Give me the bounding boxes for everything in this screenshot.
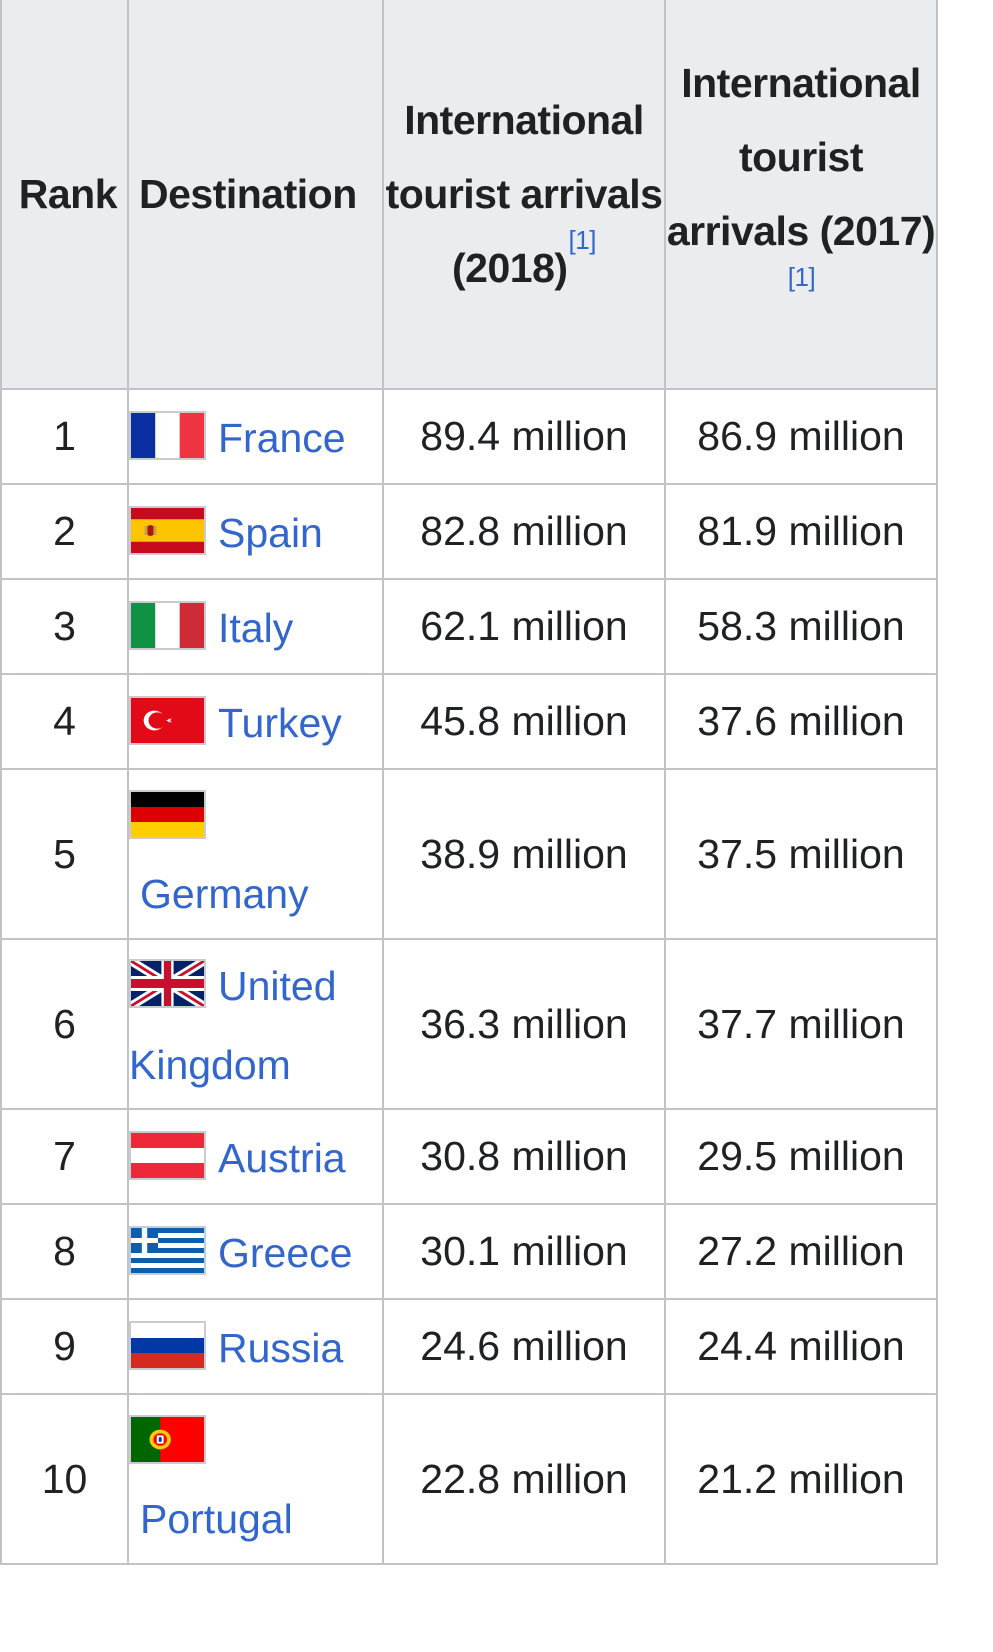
arrivals-2017-cell: 81.9 million — [664, 483, 938, 580]
country-link-austria[interactable]: Austria — [218, 1135, 346, 1182]
arrivals-2018-cell: 30.8 million — [382, 1108, 666, 1205]
destination-cell: Portugal — [127, 1393, 384, 1565]
arrivals-2018-header-label: International tourist arrivals (2018) — [385, 97, 663, 291]
arrivals-2017-cell: 86.9 million — [664, 388, 938, 485]
country-link-spain[interactable]: Spain — [218, 510, 323, 557]
arrivals-2017-cell: 58.3 million — [664, 578, 938, 675]
arrivals-2017-cell: 37.7 million — [664, 938, 938, 1110]
table-row: 9 Russia 24.6 million 24.4 million — [0, 1298, 938, 1395]
table-row: 8 Greece — [0, 1203, 938, 1300]
destination-cell: Italy — [127, 578, 384, 675]
arrivals-2017-cell: 37.5 million — [664, 768, 938, 940]
turkey-flag-icon — [129, 695, 206, 745]
country-link-united-kingdom[interactable]: United Kingdom — [129, 963, 337, 1089]
country-link-turkey[interactable]: Turkey — [218, 700, 342, 747]
country-link-greece[interactable]: Greece — [218, 1230, 353, 1277]
arrivals-2018-cell: 82.8 million — [382, 483, 666, 580]
destination-cell: Austria — [127, 1108, 384, 1205]
destination-header-label: Destination — [139, 171, 357, 217]
table-row: 1 France 89.4 million 86.9 million — [0, 388, 938, 485]
austria-flag-icon — [129, 1130, 206, 1180]
arrivals-2017-cell: 24.4 million — [664, 1298, 938, 1395]
arrivals-2017-cell: 27.2 million — [664, 1203, 938, 1300]
uk-flag-icon — [129, 958, 206, 1008]
destination-cell: Turkey — [127, 673, 384, 770]
reference-link-2018[interactable]: [1] — [568, 225, 597, 255]
tourist-arrivals-table: Rank Destination International tourist a… — [0, 0, 938, 1565]
rank-cell: 4 — [0, 673, 129, 770]
rank-cell: 6 — [0, 938, 129, 1110]
arrivals-2017-cell: 37.6 million — [664, 673, 938, 770]
table-row: 6 United Kingdom 36.3 million 37.7 milli… — [0, 938, 938, 1110]
rank-cell: 10 — [0, 1393, 129, 1565]
arrivals-2018-cell: 45.8 million — [382, 673, 666, 770]
destination-cell: United Kingdom — [127, 938, 384, 1110]
portugal-flag-icon — [129, 1415, 206, 1465]
arrivals-2018-cell: 62.1 million — [382, 578, 666, 675]
country-link-russia[interactable]: Russia — [218, 1325, 344, 1372]
destination-cell: Germany — [127, 768, 384, 940]
table-row: 10 Portugal 22.8 million 21.2 — [0, 1393, 938, 1565]
destination-cell: Greece — [127, 1203, 384, 1300]
france-flag-icon — [129, 410, 206, 460]
table-row: 5 Germany 38.9 million 37.5 million — [0, 768, 938, 940]
rank-cell: 5 — [0, 768, 129, 940]
rank-cell: 7 — [0, 1108, 129, 1205]
arrivals-2017-cell: 21.2 million — [664, 1393, 938, 1565]
rank-cell: 8 — [0, 1203, 129, 1300]
arrivals-2018-cell: 22.8 million — [382, 1393, 666, 1565]
arrivals-2017-header-label: International tourist arrivals (2017) — [666, 60, 936, 254]
germany-flag-icon — [129, 790, 206, 840]
rank-cell: 1 — [0, 388, 129, 485]
arrivals-2018-cell: 89.4 million — [382, 388, 666, 485]
reference-link-2017[interactable]: [1] — [787, 262, 816, 292]
country-link-portugal[interactable]: Portugal — [140, 1495, 293, 1542]
rank-header[interactable]: Rank — [0, 0, 129, 390]
table-row: 2 Spain 82.8 million 81.9 million — [0, 483, 938, 580]
destination-cell: France — [127, 388, 384, 485]
russia-flag-icon — [129, 1320, 206, 1370]
destination-header[interactable]: Destination — [127, 0, 384, 390]
rank-cell: 2 — [0, 483, 129, 580]
italy-flag-icon — [129, 600, 206, 650]
country-link-germany[interactable]: Germany — [140, 870, 309, 917]
arrivals-2018-cell: 30.1 million — [382, 1203, 666, 1300]
table-row: 7 Austria 30.8 million 29.5 million — [0, 1108, 938, 1205]
country-link-italy[interactable]: Italy — [218, 605, 294, 652]
arrivals-2018-cell: 36.3 million — [382, 938, 666, 1110]
destination-cell: Russia — [127, 1298, 384, 1395]
arrivals-2017-header[interactable]: International tourist arrivals (2017) [1] — [664, 0, 938, 390]
table-row: 4 Turkey 45.8 million 37.6 million — [0, 673, 938, 770]
arrivals-2017-cell: 29.5 million — [664, 1108, 938, 1205]
arrivals-2018-cell: 24.6 million — [382, 1298, 666, 1395]
arrivals-2018-cell: 38.9 million — [382, 768, 666, 940]
table-row: 3 Italy 62.1 million 58.3 million — [0, 578, 938, 675]
rank-header-label: Rank — [18, 171, 118, 217]
rank-cell: 9 — [0, 1298, 129, 1395]
destination-cell: Spain — [127, 483, 384, 580]
greece-flag-icon — [129, 1225, 206, 1275]
spain-flag-icon — [129, 505, 206, 555]
header-row: Rank Destination International tourist a… — [0, 0, 938, 390]
rank-cell: 3 — [0, 578, 129, 675]
arrivals-2018-header[interactable]: International tourist arrivals (2018)[1] — [382, 0, 666, 390]
country-link-france[interactable]: France — [218, 415, 346, 462]
